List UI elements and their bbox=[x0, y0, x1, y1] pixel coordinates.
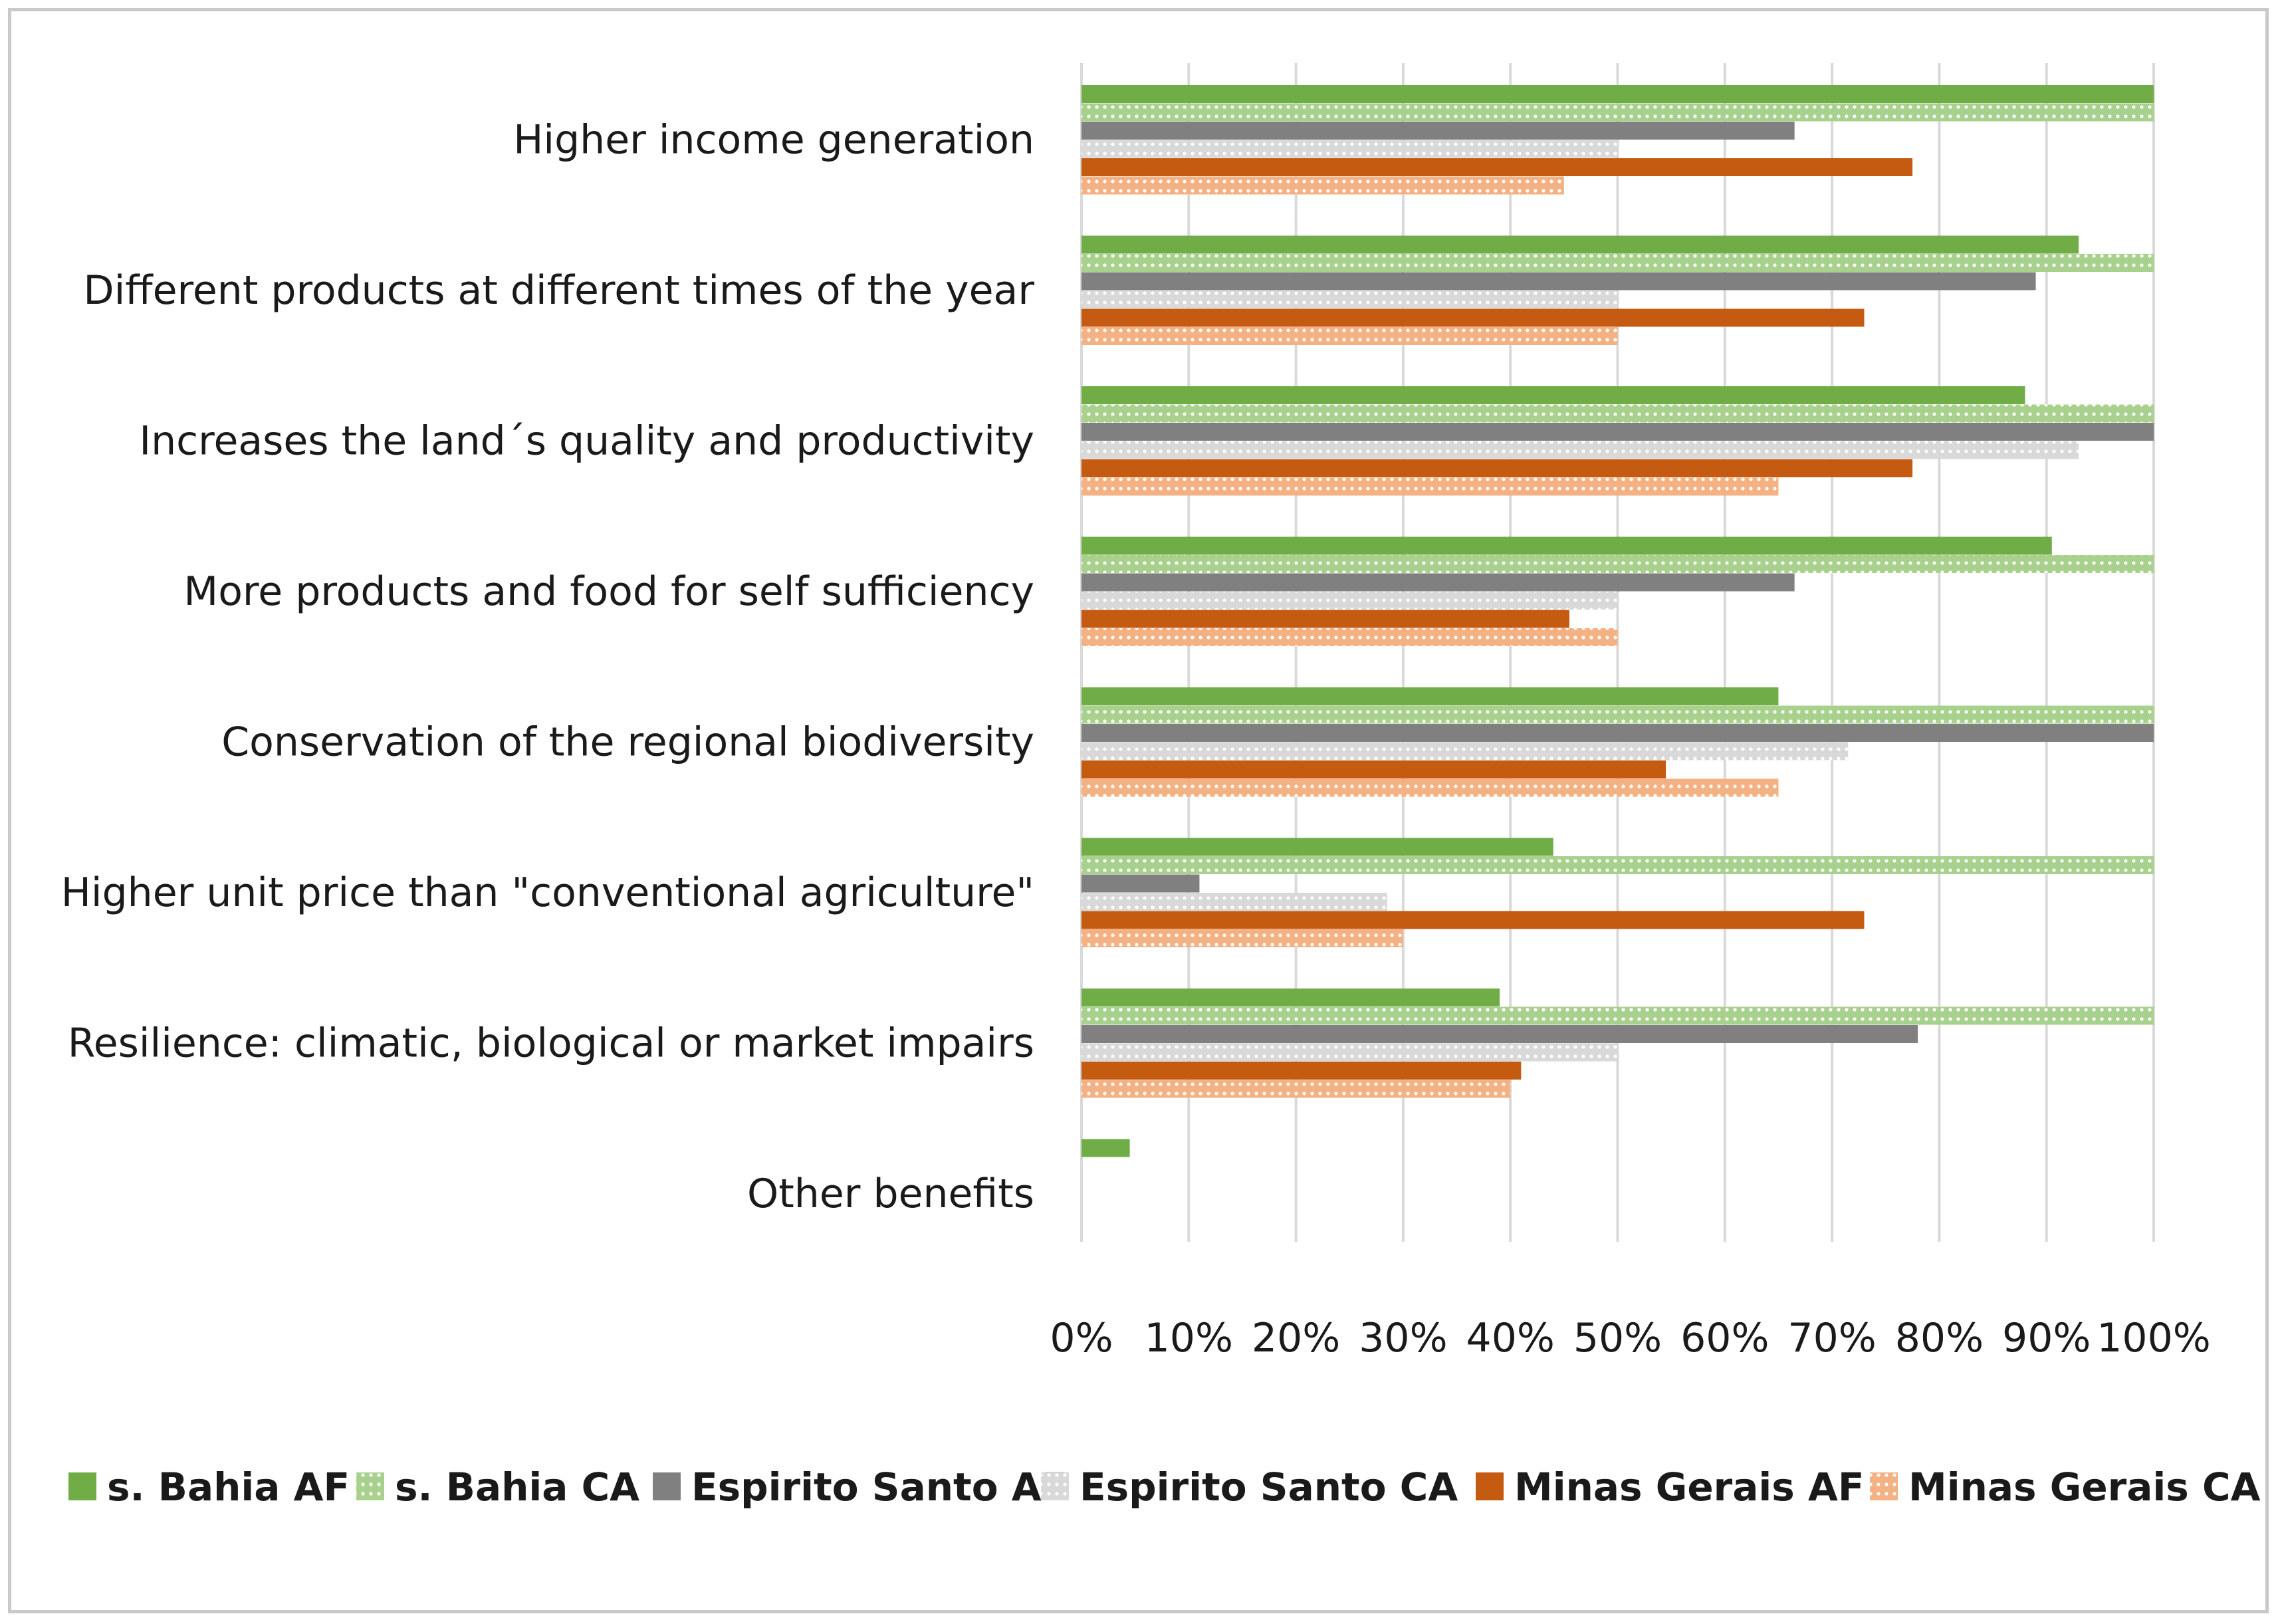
category-label-higher-income-generation: Higher income generation bbox=[513, 117, 1034, 164]
bar-minas-gerais-af-resilience-climatic-biological-or-market-impairs bbox=[1082, 1062, 1522, 1080]
bar-espirito-santo-ca-conservation-of-the-regional-biodiversity bbox=[1082, 742, 1849, 760]
bar-espirito-santo-ca-resilience-climatic-biological-or-market-impairs bbox=[1082, 1043, 1618, 1062]
bar-s-bahia-af-conservation-of-the-regional-biodiversity bbox=[1082, 687, 1779, 705]
bar-minas-gerais-af-more-products-and-food-for-self-sufficiency bbox=[1082, 610, 1569, 628]
category-label-more-products-and-food-for-self-sufficiency: More products and food for self sufficie… bbox=[183, 568, 1034, 615]
x-tick-label-80: 80% bbox=[1895, 1315, 1984, 1361]
bar-minas-gerais-ca-higher-income-generation bbox=[1082, 176, 1564, 195]
bar-minas-gerais-af-higher-unit-price-than-conventional-agriculture bbox=[1082, 911, 1865, 929]
x-tick-label-30: 30% bbox=[1359, 1315, 1447, 1361]
legend-label-minas-gerais-ca: Minas Gerais CA bbox=[1908, 1464, 2261, 1510]
legend-swatch-s-bahia-af bbox=[68, 1472, 96, 1500]
bar-minas-gerais-ca-resilience-climatic-biological-or-market-impairs bbox=[1082, 1080, 1511, 1098]
bar-minas-gerais-ca-higher-unit-price-than-conventional-agriculture bbox=[1082, 929, 1403, 947]
x-tick-label-20: 20% bbox=[1252, 1315, 1340, 1361]
bar-espirito-santo-ca-higher-unit-price-than-conventional-agriculture bbox=[1082, 893, 1387, 911]
bar-minas-gerais-ca-more-products-and-food-for-self-sufficiency bbox=[1082, 628, 1618, 646]
x-axis-tick-labels: 0% 10% 20% 30% 40% 50% 60% 70% 80% 90% 100% bbox=[1050, 1315, 2210, 1361]
bar-s-bahia-af-other-benefits bbox=[1082, 1139, 1130, 1157]
bar-minas-gerais-af-increases-the-land-s-quality-and-productivity bbox=[1082, 459, 1913, 477]
legend-label-s-bahia-ca: s. Bahia CA bbox=[395, 1464, 639, 1510]
bar-s-bahia-ca-more-products-and-food-for-self-sufficiency bbox=[1082, 555, 2154, 573]
bar-minas-gerais-ca-different-products-at-different-times-of-the-year bbox=[1082, 327, 1618, 345]
bar-espirito-santo-af-higher-income-generation bbox=[1082, 122, 1795, 140]
legend-swatch-s-bahia-ca bbox=[356, 1472, 384, 1500]
legend: s. Bahia AF s. Bahia CA Espirito Santo AF E… bbox=[68, 1464, 2261, 1510]
legend-swatch-espirito-santo-ca bbox=[1041, 1472, 1069, 1500]
category-label-increases-the-land-s-quality-and-productivity: Increases the land´s quality and product… bbox=[139, 418, 1034, 465]
bar-espirito-santo-af-resilience-climatic-biological-or-market-impairs bbox=[1082, 1025, 1918, 1043]
x-tick-label-10: 10% bbox=[1145, 1315, 1233, 1361]
bar-minas-gerais-af-higher-income-generation bbox=[1082, 158, 1913, 176]
bars bbox=[1082, 85, 2154, 1157]
bar-s-bahia-af-resilience-climatic-biological-or-market-impairs bbox=[1082, 988, 1500, 1006]
category-labels: Higher income generation Different produc… bbox=[61, 117, 1035, 1218]
bar-s-bahia-ca-conservation-of-the-regional-biodiversity bbox=[1082, 705, 2154, 724]
bar-minas-gerais-af-different-products-at-different-times-of-the-year bbox=[1082, 308, 1865, 327]
bar-s-bahia-af-increases-the-land-s-quality-and-productivity bbox=[1082, 386, 2025, 404]
bar-minas-gerais-af-conservation-of-the-regional-biodiversity bbox=[1082, 760, 1666, 778]
bar-espirito-santo-af-increases-the-land-s-quality-and-productivity bbox=[1082, 423, 2154, 441]
bar-espirito-santo-ca-higher-income-generation bbox=[1082, 140, 1618, 158]
category-label-resilience-climatic-biological-or-market-impairs: Resilience: climatic, biological or mark… bbox=[68, 1020, 1034, 1067]
bar-espirito-santo-ca-different-products-at-different-times-of-the-year bbox=[1082, 290, 1618, 308]
category-label-different-products-at-different-times-of-the-year: Different products at different times of… bbox=[83, 267, 1034, 314]
x-tick-label-90: 90% bbox=[2002, 1315, 2091, 1361]
legend-label-espirito-santo-ca: Espirito Santo CA bbox=[1080, 1464, 1458, 1510]
bar-s-bahia-ca-different-products-at-different-times-of-the-year bbox=[1082, 254, 2154, 272]
category-label-other-benefits: Other benefits bbox=[747, 1171, 1034, 1217]
bar-espirito-santo-af-different-products-at-different-times-of-the-year bbox=[1082, 272, 2036, 290]
x-tick-label-70: 70% bbox=[1787, 1315, 1876, 1361]
x-tick-label-100: 100% bbox=[2097, 1315, 2211, 1361]
bar-s-bahia-ca-resilience-climatic-biological-or-market-impairs bbox=[1082, 1006, 2154, 1025]
x-tick-label-0: 0% bbox=[1050, 1315, 1113, 1361]
bar-s-bahia-af-higher-income-generation bbox=[1082, 85, 2154, 103]
x-tick-label-40: 40% bbox=[1466, 1315, 1555, 1361]
bar-espirito-santo-ca-more-products-and-food-for-self-sufficiency bbox=[1082, 592, 1618, 610]
bar-s-bahia-af-higher-unit-price-than-conventional-agriculture bbox=[1082, 838, 1553, 856]
bar-s-bahia-ca-increases-the-land-s-quality-and-productivity bbox=[1082, 404, 2154, 423]
legend-label-minas-gerais-af: Minas Gerais AF bbox=[1514, 1464, 1865, 1510]
bar-espirito-santo-af-more-products-and-food-for-self-sufficiency bbox=[1082, 573, 1795, 592]
legend-swatch-minas-gerais-ca bbox=[1870, 1472, 1898, 1500]
bar-minas-gerais-ca-conservation-of-the-regional-biodiversity bbox=[1082, 778, 1779, 797]
bar-s-bahia-ca-higher-income-generation bbox=[1082, 103, 2154, 122]
bar-minas-gerais-ca-increases-the-land-s-quality-and-productivity bbox=[1082, 477, 1779, 496]
legend-swatch-minas-gerais-af bbox=[1476, 1472, 1504, 1500]
bar-s-bahia-ca-higher-unit-price-than-conventional-agriculture bbox=[1082, 856, 2154, 874]
bar-espirito-santo-ca-increases-the-land-s-quality-and-productivity bbox=[1082, 441, 2079, 459]
bar-s-bahia-af-different-products-at-different-times-of-the-year bbox=[1082, 235, 2079, 254]
category-label-conservation-of-the-regional-biodiversity: Conservation of the regional biodiversit… bbox=[221, 719, 1034, 766]
legend-label-espirito-santo-af: Espirito Santo AF bbox=[691, 1464, 1068, 1510]
bar-s-bahia-af-more-products-and-food-for-self-sufficiency bbox=[1082, 536, 2052, 555]
bar-espirito-santo-af-conservation-of-the-regional-biodiversity bbox=[1082, 724, 2154, 742]
x-tick-label-50: 50% bbox=[1573, 1315, 1662, 1361]
legend-swatch-espirito-santo-af bbox=[653, 1472, 681, 1500]
legend-label-s-bahia-af: s. Bahia AF bbox=[107, 1464, 350, 1510]
bar-espirito-santo-af-higher-unit-price-than-conventional-agriculture bbox=[1082, 874, 1200, 893]
x-tick-label-60: 60% bbox=[1680, 1315, 1769, 1361]
category-label-higher-unit-price-than-conventional-agriculture: Higher unit price than "conventional agr… bbox=[61, 870, 1034, 916]
